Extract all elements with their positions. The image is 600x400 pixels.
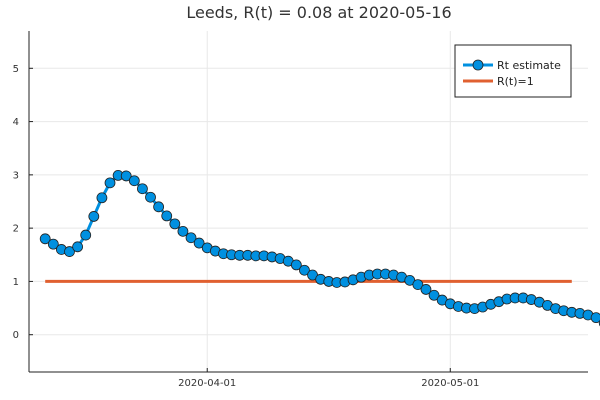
rt-estimate-point (64, 246, 75, 257)
rt-estimate-point (177, 225, 189, 237)
legend-marker-rt-estimate (472, 59, 484, 71)
rt-estimate-point (104, 177, 116, 189)
rt-estimate-point (120, 170, 132, 182)
rt-estimate-point (185, 232, 197, 244)
y-tick-label: 3 (13, 170, 19, 181)
rt-estimate-point (39, 233, 51, 245)
rt-estimate-point (290, 259, 302, 271)
rt-estimate-point (72, 241, 84, 253)
legend: Rt estimate R(t)=1 (454, 44, 572, 98)
rt-estimate-point (153, 201, 165, 213)
rt-estimate-point (428, 289, 440, 301)
rt-estimate-point (47, 238, 59, 250)
legend-box (454, 44, 572, 98)
x-tick-label: 2020-04-01 (178, 378, 236, 389)
rt-estimate-point (412, 279, 424, 291)
rt-estimate-point (96, 192, 108, 204)
legend-label-rt-threshold: R(t)=1 (497, 75, 534, 88)
rt-estimate-point (193, 237, 205, 249)
legend-label-rt-estimate: Rt estimate (497, 59, 561, 72)
y-tick-label: 2 (13, 224, 19, 235)
y-tick-label: 4 (13, 117, 19, 128)
rt-estimate-point (128, 175, 140, 187)
y-tick-label: 1 (13, 277, 19, 288)
rt-estimate-point (137, 183, 148, 195)
rt-estimate-point (161, 210, 173, 222)
chart-title: Leeds, R(t) = 0.08 at 2020-05-16 (186, 3, 451, 22)
rt-estimate-point (420, 284, 432, 295)
rt-estimate-point (80, 229, 92, 241)
axes (28, 31, 588, 373)
rt-estimate-point (299, 264, 310, 276)
rt-estimate-point (88, 211, 100, 222)
series (39, 169, 600, 327)
rt-estimate-point (169, 218, 181, 230)
y-tick-label: 5 (13, 64, 19, 75)
tick-labels: 0 1 2 3 4 5 2020-04-01 2020-05-01 (13, 64, 480, 389)
x-tick-label: 2020-05-01 (421, 378, 479, 389)
rt-estimate-point (590, 312, 600, 324)
rt-estimate-line (44, 173, 600, 323)
y-tick-label: 0 (13, 330, 19, 341)
rt-estimate-point (145, 191, 156, 203)
